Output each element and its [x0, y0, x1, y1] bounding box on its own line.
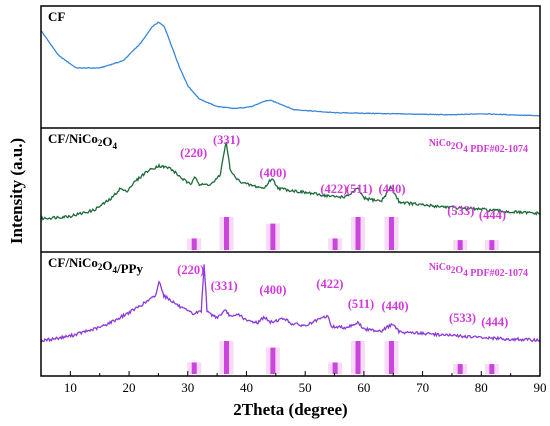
- x-tick-label: 50: [299, 380, 312, 395]
- series-line-2: [40, 141, 541, 221]
- x-tick-label: 60: [357, 380, 370, 395]
- reference-bar: [191, 362, 197, 374]
- peak-label: (400): [259, 166, 286, 180]
- reference-bar: [332, 362, 338, 374]
- peak-label: (400): [259, 283, 286, 297]
- y-axis-label: Intensity (a.u.): [7, 138, 26, 244]
- x-tick-label: 90: [534, 380, 547, 395]
- x-tick-label: 30: [181, 380, 194, 395]
- x-tick-label: 10: [64, 380, 77, 395]
- x-tick-label: 70: [416, 380, 429, 395]
- plot-frame: [40, 5, 541, 377]
- peak-label: (533): [447, 204, 474, 218]
- reference-bar: [388, 341, 394, 374]
- peak-label: (331): [213, 133, 240, 147]
- peak-label: (533): [449, 311, 476, 325]
- reference-bar: [457, 240, 463, 250]
- peak-label: (440): [381, 299, 408, 313]
- peak-label: (331): [211, 279, 238, 293]
- peak-label: (422): [320, 182, 347, 196]
- x-axis-label: 2Theta (degree): [233, 400, 347, 419]
- peak-label: (511): [346, 182, 372, 196]
- panel-title: CF: [48, 9, 65, 24]
- reference-bar: [270, 347, 276, 374]
- peak-label: (444): [481, 315, 508, 329]
- reference-bar: [355, 217, 361, 250]
- reference-bar: [489, 240, 495, 250]
- reference-bar: [355, 341, 361, 374]
- reference-bar: [332, 238, 338, 250]
- peak-label: (440): [379, 182, 406, 196]
- reference-bar: [489, 364, 495, 374]
- x-tick-label: 20: [123, 380, 136, 395]
- x-tick-label: 80: [475, 380, 488, 395]
- reference-label: NiCo2O4 PDF#02-1074: [429, 138, 528, 155]
- reference-bar: [270, 223, 276, 250]
- peak-label: (220): [180, 146, 207, 160]
- peak-label: (444): [479, 208, 506, 222]
- panel-title: CF/NiCo2O4: [48, 131, 117, 151]
- panel-title: CF/NiCo2O4/PPy: [48, 255, 143, 276]
- reference-bar: [224, 341, 230, 374]
- reference-bar: [191, 238, 197, 250]
- peak-label: (511): [348, 297, 374, 311]
- x-tick-label: 40: [240, 380, 253, 395]
- series-line-3: [40, 264, 541, 343]
- reference-label: NiCo2O4 PDF#02-1074: [429, 262, 528, 279]
- reference-bar: [457, 364, 463, 374]
- series-line-1: [40, 21, 541, 117]
- peak-label: (422): [316, 277, 343, 291]
- reference-bar: [388, 217, 394, 250]
- peak-label: (220): [177, 263, 204, 277]
- reference-bar: [224, 217, 230, 250]
